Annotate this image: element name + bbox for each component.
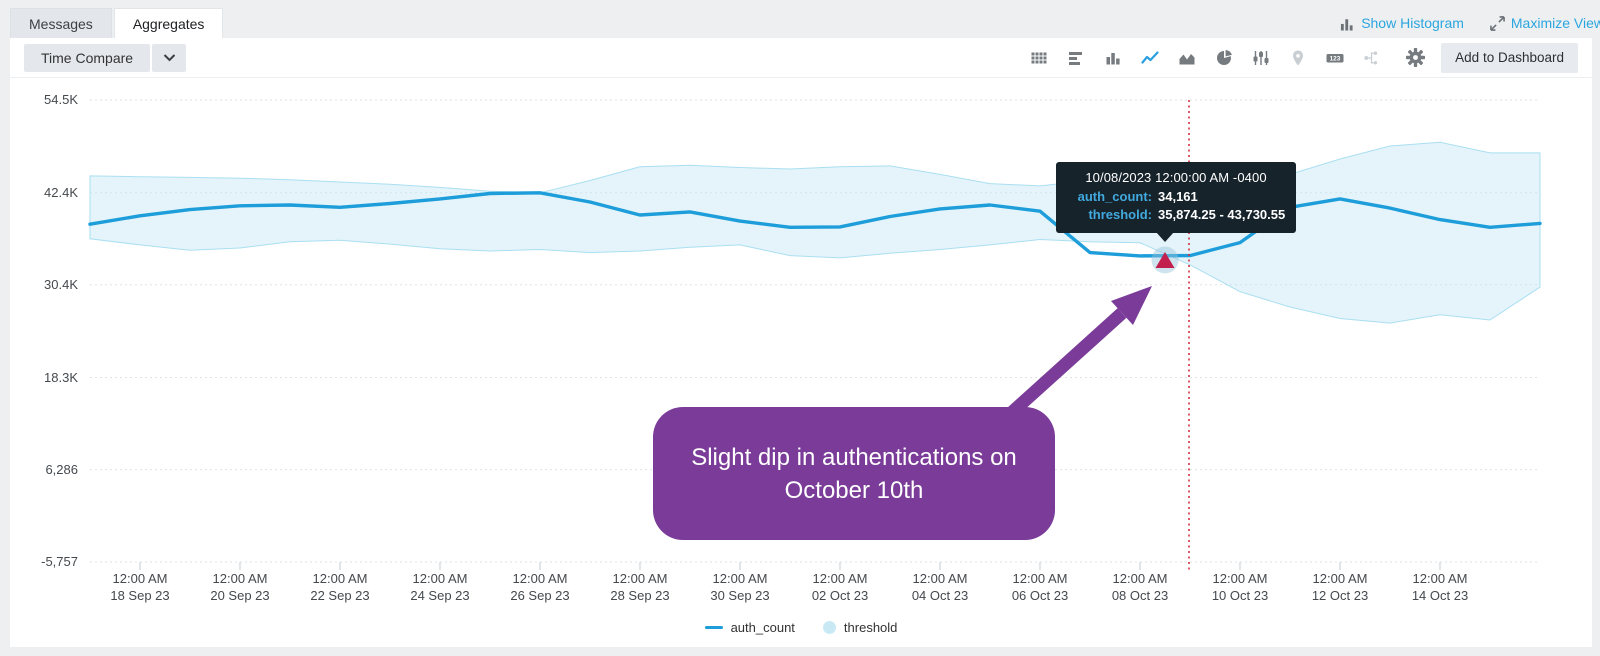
y-axis-label: -5,757: [41, 554, 78, 569]
maximize-icon: [1490, 15, 1505, 31]
show-histogram-button[interactable]: Show Histogram: [1340, 8, 1464, 38]
y-axis-label: 30.4K: [44, 276, 78, 292]
line-swatch-icon: [704, 626, 723, 629]
chart-legend: auth_count threshold: [10, 620, 1592, 635]
y-axis-label: 42.4K: [44, 184, 78, 200]
map-pin-icon[interactable]: [1288, 48, 1308, 68]
area-chart-icon[interactable]: [1177, 48, 1197, 68]
circle-swatch-icon: [822, 621, 836, 634]
y-axis-label: 18.3K: [44, 369, 78, 385]
legend-label: threshold: [843, 620, 898, 635]
tab-aggregates-label: Aggregates: [132, 15, 205, 32]
legend-label: auth_count: [730, 620, 795, 635]
x-axis-label: 12:00 AM 12 Oct 23: [1311, 571, 1369, 603]
flow-icon[interactable]: [1362, 48, 1382, 68]
show-histogram-label: Show Histogram: [1361, 15, 1464, 31]
x-axis-label: 12:00 AM 28 Sep 23: [610, 571, 670, 603]
x-axis-label: 12:00 AM 20 Sep 23: [210, 571, 270, 603]
tooltip-timestamp: 10/08/2023 12:00:00 AM -0400: [1085, 170, 1267, 185]
chart-toolbar: Time Compare: [10, 38, 1592, 78]
x-axis-label: 12:00 AM 06 Oct 23: [1011, 571, 1069, 603]
tooltip-series-label: threshold:: [1088, 207, 1152, 222]
maximize-view-button[interactable]: Maximize View: [1490, 8, 1600, 38]
y-axis-label: 54.5K: [44, 92, 78, 107]
line-chart-icon[interactable]: [1140, 48, 1160, 68]
annotation-text: Slight dip in authentications on October…: [691, 443, 1017, 504]
pie-chart-icon[interactable]: [1214, 48, 1234, 68]
column-chart-icon[interactable]: [1103, 48, 1123, 68]
tab-aggregates[interactable]: Aggregates: [113, 8, 224, 38]
sliders-icon[interactable]: [1251, 48, 1271, 68]
tooltip-row: threshold: 35,874.25 - 43,730.55: [1066, 206, 1286, 224]
svg-text:123: 123: [1330, 55, 1341, 62]
annotation-callout: Slight dip in authentications on October…: [653, 407, 1055, 540]
tooltip-series-value: 34,161: [1158, 189, 1198, 204]
tab-messages[interactable]: Messages: [10, 8, 112, 38]
tabbar-spacer: [223, 8, 1314, 38]
x-axis-label: 12:00 AM 08 Oct 23: [1111, 571, 1169, 603]
time-compare-dropdown[interactable]: [152, 43, 187, 72]
bar-chart-icon[interactable]: [1066, 48, 1086, 68]
tab-bar: Messages Aggregates Show Histogram Maxim…: [10, 8, 1600, 38]
chevron-down-icon: [163, 53, 176, 62]
x-axis-label: 12:00 AM 26 Sep 23: [510, 571, 570, 603]
x-axis-label: 12:00 AM 04 Oct 23: [911, 571, 969, 603]
tab-messages-label: Messages: [29, 15, 93, 32]
legend-item-auth_count[interactable]: auth_count: [704, 620, 795, 635]
time-compare-button[interactable]: Time Compare: [24, 43, 151, 72]
y-axis-label: 6,286: [45, 461, 78, 477]
single-value-icon[interactable]: 123: [1325, 48, 1345, 68]
tooltip-series-value: 35,874.25 - 43,730.55: [1158, 207, 1286, 222]
x-axis-label: 12:00 AM 14 Oct 23: [1411, 571, 1469, 603]
chart-type-icons: 123: [1029, 48, 1425, 68]
x-axis-label: 12:00 AM 18 Sep 23: [110, 571, 170, 603]
tooltip-series-label: auth_count:: [1077, 189, 1152, 204]
x-axis-label: 12:00 AM 24 Sep 23: [410, 571, 470, 603]
x-axis-label: 12:00 AM 22 Sep 23: [310, 571, 370, 603]
legend-item-threshold[interactable]: threshold: [822, 620, 898, 635]
histogram-icon: [1340, 15, 1355, 31]
maximize-view-label: Maximize View: [1510, 15, 1600, 31]
x-axis-label: 12:00 AM 02 Oct 23: [811, 571, 869, 603]
chart-tooltip: 10/08/2023 12:00:00 AM -0400 auth_count:…: [1056, 162, 1296, 242]
table-icon[interactable]: [1029, 48, 1049, 68]
tooltip-caret: [1156, 232, 1174, 242]
add-to-dashboard-button[interactable]: Add to Dashboard: [1441, 42, 1578, 73]
x-axis-label: 12:00 AM 30 Sep 23: [710, 571, 770, 603]
aggregates-panel: Time Compare: [10, 38, 1592, 647]
x-axis-label: 12:00 AM 10 Oct 23: [1211, 571, 1269, 603]
gear-icon[interactable]: [1405, 48, 1425, 68]
tooltip-row: auth_count: 34,161: [1066, 188, 1286, 206]
